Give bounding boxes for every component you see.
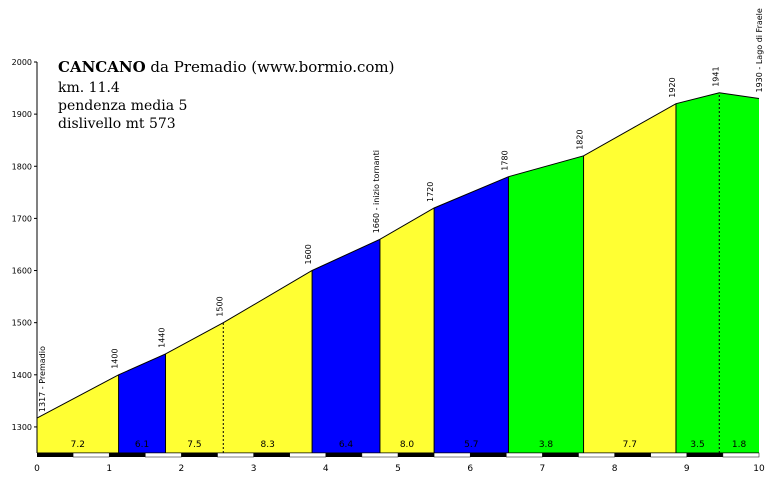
km-bar-black-2: [181, 453, 218, 457]
x-tick-label-6: 6: [467, 464, 473, 474]
segment-10: [676, 92, 720, 454]
km-bar-white-6: [506, 452, 543, 458]
x-tick-label-5: 5: [395, 464, 401, 474]
km-bar-white-2: [217, 452, 254, 458]
gradient-label-9: 7.7: [623, 440, 637, 450]
gradient-label-11: 1.8: [732, 440, 747, 450]
x-tick-label-10: 10: [753, 464, 765, 474]
elevation-label-1: 1317 - Premadio: [38, 346, 47, 412]
y-ticks-layer: 1300 1400 1500 1600 1700 1800 1900 2000: [12, 58, 37, 432]
km-bar-black-4: [325, 453, 362, 457]
elevation-label-8: 1780: [501, 150, 510, 170]
elevation-label-2: 1400: [111, 348, 120, 368]
km-bar-black-5: [398, 453, 435, 457]
km-bar-black-9: [686, 453, 723, 457]
segment-2: [118, 353, 166, 453]
km-bar-white-0: [72, 452, 110, 458]
y-tick-label-2000: 2000: [12, 58, 32, 67]
elevation-label-3: 1440: [158, 328, 167, 348]
elevation-label-4: 1500: [215, 296, 224, 316]
segment-9: [583, 103, 676, 453]
info-distance: km. 11.4: [58, 80, 120, 96]
profile-outline: [36, 92, 760, 419]
x-ticks-layer: 0 1 2 3 4 5 6 7 8 9 10: [34, 464, 765, 474]
segment-7: [434, 176, 509, 453]
segment-4: [223, 270, 313, 453]
km-bar-black-8: [614, 453, 651, 457]
title-climb-name: CANCANO: [58, 58, 146, 76]
km-bar-black-3: [253, 453, 290, 457]
y-tick-label-1400: 1400: [12, 371, 32, 380]
km-bar-white-9: [722, 452, 760, 458]
x-tick-label-7: 7: [540, 464, 546, 474]
elevation-label-12: 1930 - Lago di Fraele: [755, 8, 764, 92]
y-tick-label-1500: 1500: [12, 319, 32, 328]
gradient-label-8: 3.8: [539, 440, 554, 450]
gradient-label-5: 6.4: [339, 440, 354, 450]
x-tick-label-8: 8: [612, 464, 618, 474]
elevation-labels-layer: 1317 - Premadio 1400 1440 1500 1600 1660 - in…: [38, 8, 764, 412]
segment-5: [312, 239, 380, 453]
info-average-gradient: pendenza media 5: [58, 98, 187, 114]
elevation-label-7: 1720: [426, 182, 435, 202]
km-bar-white-4: [361, 452, 399, 458]
segment-8: [508, 155, 584, 454]
x-tick-label-0: 0: [34, 464, 40, 474]
y-tick-label-1800: 1800: [12, 162, 32, 171]
x-tick-label-3: 3: [251, 464, 257, 474]
elevation-label-10: 1920: [668, 77, 677, 97]
gradient-label-4: 8.3: [261, 440, 275, 450]
y-tick-label-1700: 1700: [12, 214, 32, 223]
segment-3: [165, 322, 224, 453]
gradient-labels-layer: 7.2 6.1 7.5 8.3 6.4 8.0 5.7 3.8 7.7 3.5 1.8: [71, 440, 747, 450]
y-tick-label-1300: 1300: [12, 423, 32, 432]
gradient-label-7: 5.7: [464, 440, 478, 450]
km-bar-white-3: [289, 452, 327, 458]
segment-11: [719, 92, 759, 454]
dividers-layer: [36, 92, 760, 453]
km-bar-white-5: [433, 452, 471, 458]
km-bar-layer: [37, 452, 760, 458]
km-bar-white-8: [650, 452, 688, 458]
info-elevation-gain: dislivello mt 573: [58, 116, 176, 132]
x-tick-label-2: 2: [179, 464, 185, 474]
segment-1: [37, 374, 119, 453]
km-bar-white-1: [145, 452, 182, 458]
chart-title: CANCANO da Premadio (www.bormio.com): [58, 58, 394, 76]
x-tick-label-4: 4: [323, 464, 329, 474]
gradient-label-10: 3.5: [690, 440, 704, 450]
y-tick-label-1600: 1600: [12, 267, 32, 276]
segment-6: [379, 208, 435, 453]
gradient-label-1: 7.2: [71, 440, 85, 450]
x-tick-label-1: 1: [106, 464, 112, 474]
gradient-label-6: 8.0: [400, 440, 415, 450]
km-bar-black-1: [109, 453, 146, 457]
km-bar-black-6: [470, 453, 507, 457]
km-bar-black-0: [37, 453, 74, 457]
elevation-label-9: 1820: [576, 129, 585, 149]
km-bar-white-7: [578, 452, 615, 458]
segments-layer: [37, 92, 759, 454]
gradient-label-3: 7.5: [187, 440, 201, 450]
elevation-label-6: 1660 - inizio tornanti: [372, 150, 381, 233]
elevation-label-5: 1600: [304, 244, 313, 264]
title-subtitle: da Premadio (www.bormio.com): [146, 58, 395, 76]
elevation-label-11: 1941: [711, 66, 720, 86]
gradient-label-2: 6.1: [135, 440, 149, 450]
km-bar-black-7: [542, 453, 579, 457]
x-tick-label-9: 9: [684, 464, 690, 474]
y-tick-label-1900: 1900: [12, 110, 32, 119]
